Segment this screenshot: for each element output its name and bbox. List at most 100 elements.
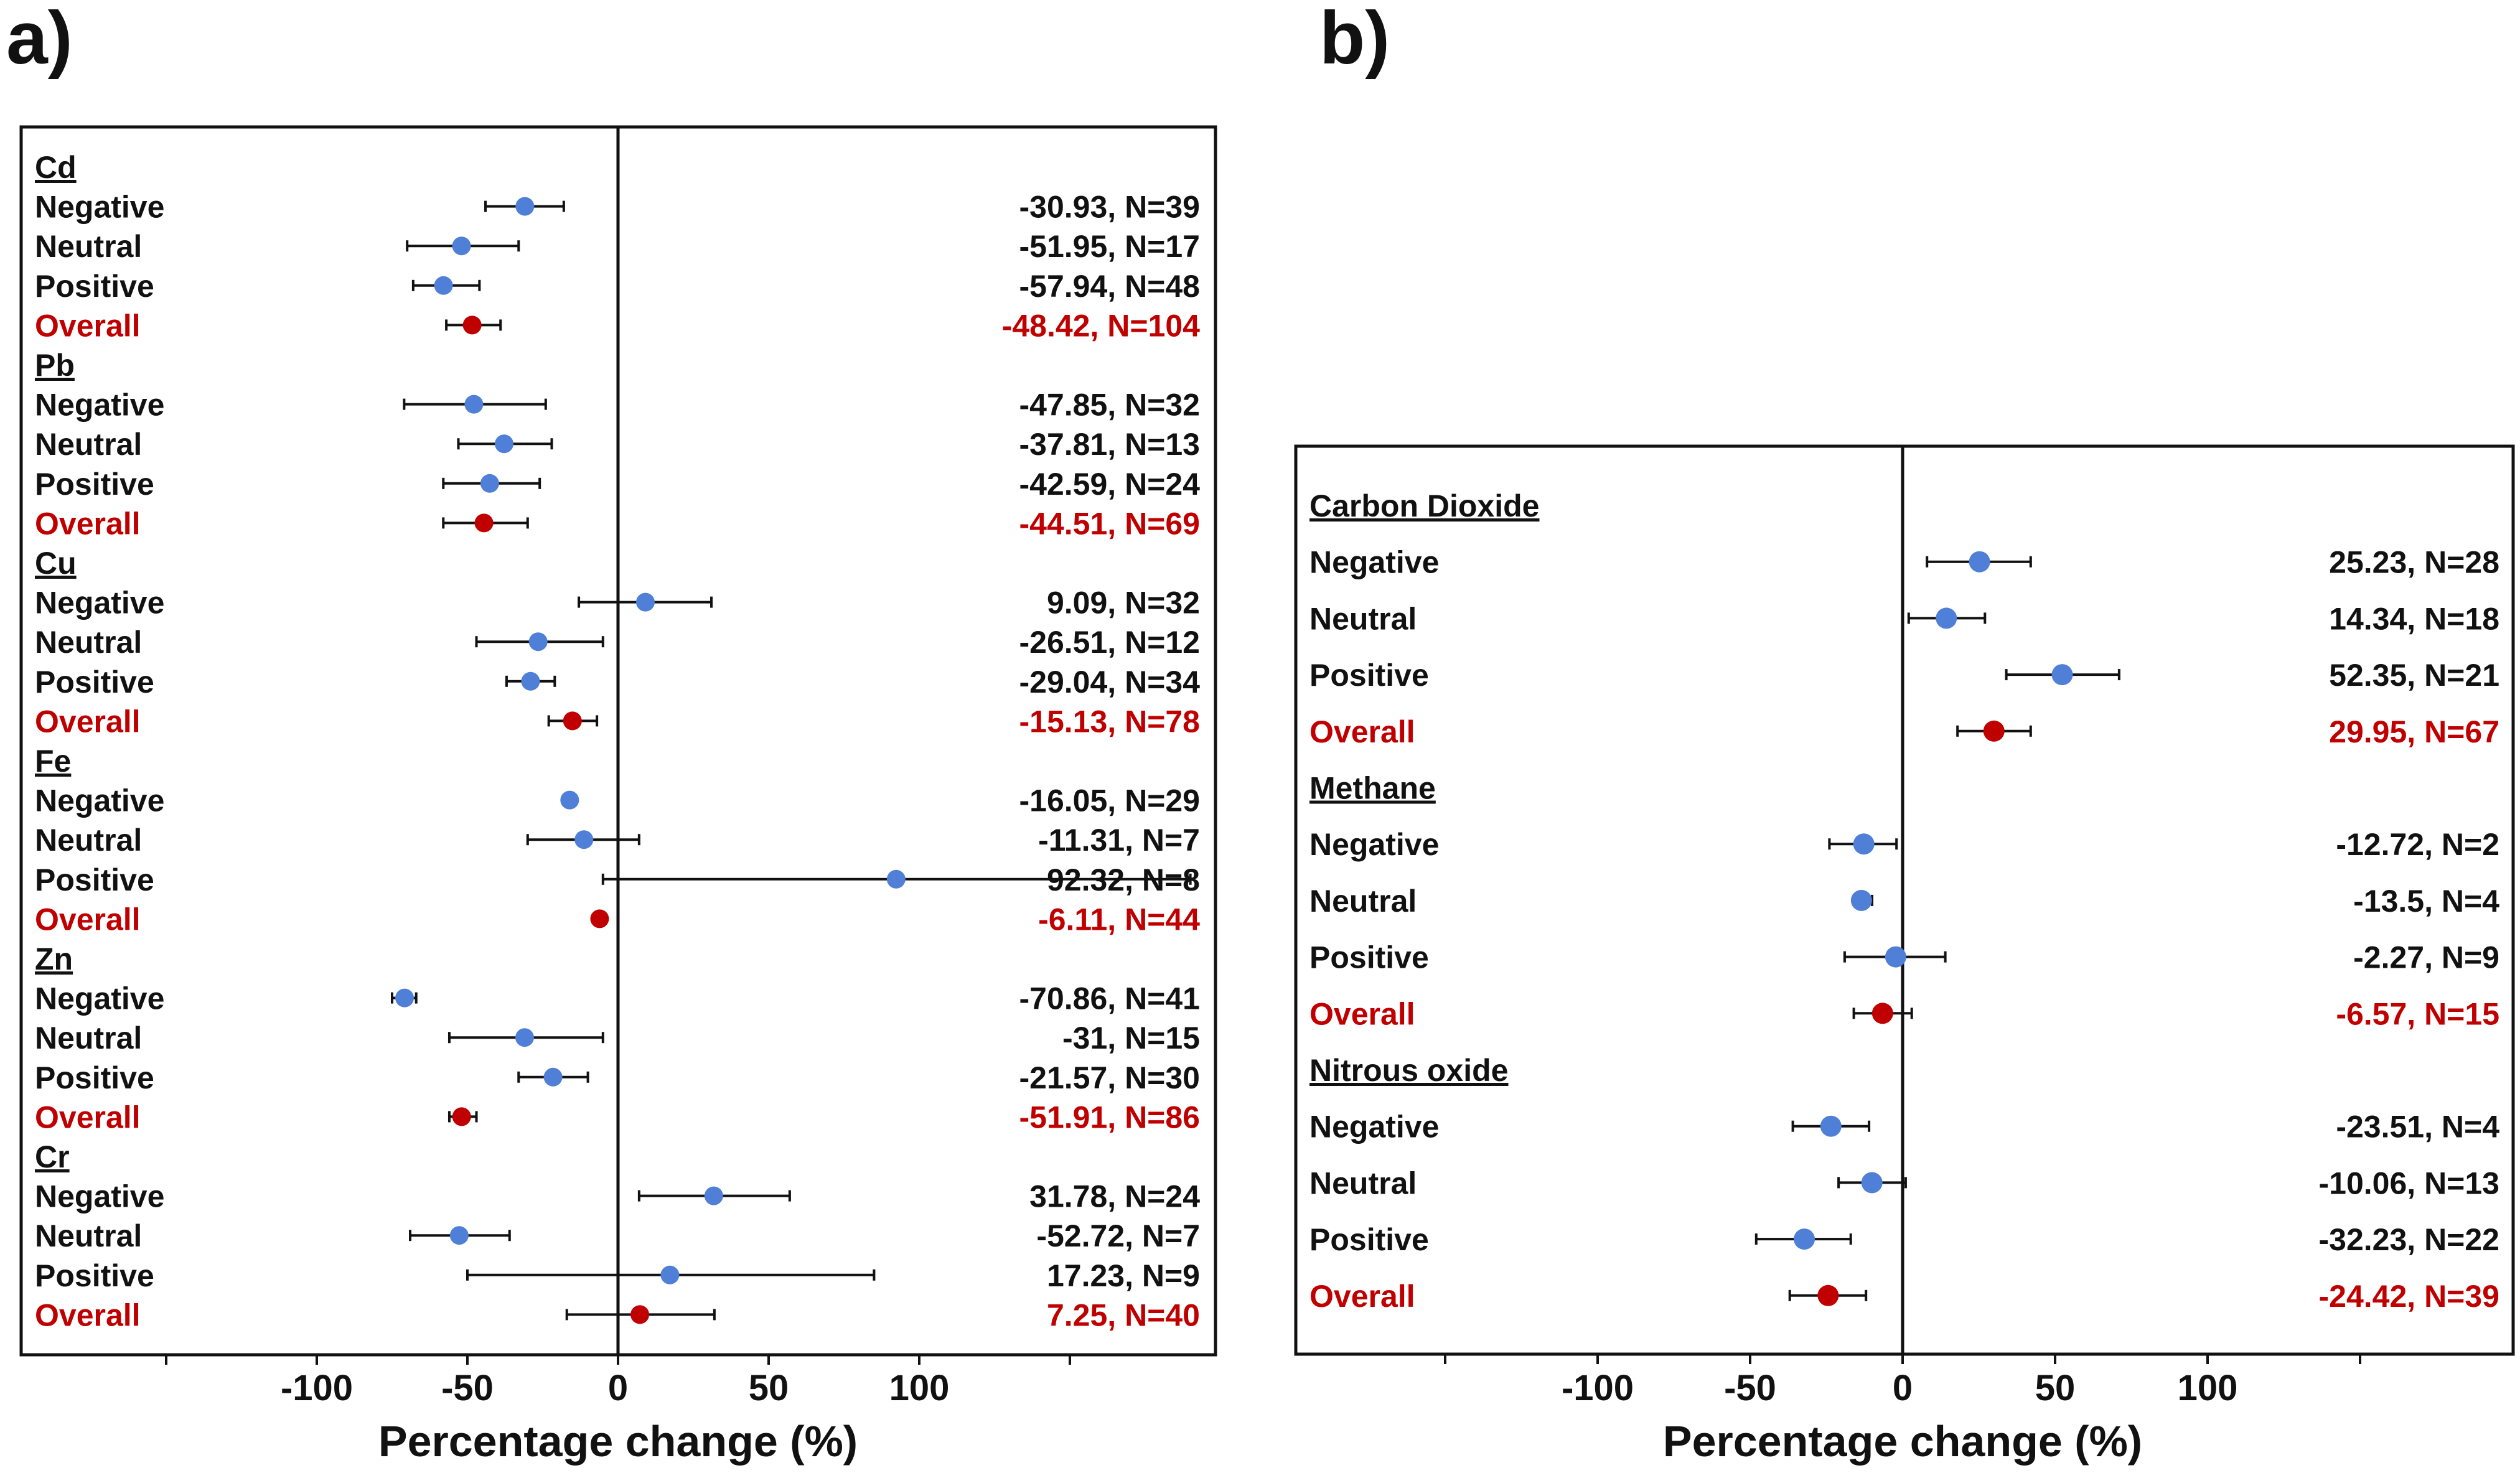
- subgroup-effect-point: [635, 592, 655, 612]
- effect-size-text: 31.78, N=24: [1029, 1179, 1200, 1214]
- subgroup-row-label: Negative: [1309, 545, 1439, 580]
- subgroup-row-label: Neutral: [35, 823, 142, 858]
- subgroup-effect-point: [1820, 1115, 1842, 1137]
- subgroup-effect-point: [1885, 946, 1906, 968]
- overall-effect-point: [1817, 1284, 1839, 1306]
- subgroup-effect-point: [1850, 889, 1872, 911]
- group-header: Cr: [35, 1139, 70, 1174]
- subgroup-effect-point: [521, 671, 540, 691]
- overall-effect-point: [1983, 720, 2005, 742]
- effect-size-text: 25.23, N=28: [2329, 545, 2499, 580]
- x-tick-label: 100: [2178, 1368, 2238, 1408]
- overall-row-label: Overall: [35, 704, 141, 739]
- subgroup-row-label: Positive: [1309, 658, 1429, 693]
- effect-size-text: -2.27, N=9: [2353, 940, 2499, 975]
- subgroup-effect-point: [528, 632, 548, 652]
- subgroup-effect-point: [515, 197, 535, 216]
- subgroup-row-label: Positive: [35, 665, 154, 699]
- effect-size-text: -52.72, N=7: [1036, 1218, 1200, 1253]
- effect-size-text: -51.91, N=86: [1019, 1100, 1200, 1134]
- overall-effect-point: [1871, 1003, 1893, 1024]
- x-tick-label: -100: [1562, 1368, 1634, 1408]
- effect-size-text: -10.06, N=13: [2319, 1166, 2499, 1200]
- effect-size-text: -51.95, N=17: [1019, 229, 1200, 264]
- effect-size-text: -42.59, N=24: [1019, 467, 1201, 502]
- subgroup-row-label: Neutral: [35, 625, 142, 660]
- subgroup-effect-point: [560, 790, 579, 810]
- subgroup-row-label: Positive: [35, 467, 154, 502]
- x-tick-label: 0: [608, 1368, 628, 1408]
- subgroup-effect-point: [543, 1067, 563, 1087]
- subgroup-row-label: Negative: [35, 586, 164, 620]
- subgroup-row-label: Positive: [35, 863, 154, 897]
- overall-row-label: Overall: [1309, 714, 1415, 749]
- subgroup-effect-point: [660, 1265, 680, 1284]
- group-header: Nitrous oxide: [1309, 1053, 1508, 1088]
- group-header: Cd: [35, 150, 77, 185]
- x-tick-label: 100: [889, 1368, 950, 1408]
- x-tick-label: -100: [281, 1368, 353, 1408]
- group-header: Fe: [35, 744, 71, 779]
- overall-effect-point: [630, 1305, 650, 1324]
- subgroup-row-label: Positive: [1309, 1222, 1429, 1257]
- effect-size-text: -29.04, N=34: [1019, 665, 1201, 699]
- subgroup-effect-point: [452, 236, 471, 256]
- subgroup-effect-point: [1794, 1228, 1815, 1250]
- effect-size-text: -11.31, N=7: [1038, 823, 1200, 858]
- effect-size-text: -57.94, N=48: [1019, 269, 1200, 304]
- group-header: Pb: [35, 348, 75, 383]
- x-tick-label: 0: [1893, 1368, 1913, 1408]
- subgroup-effect-point: [886, 869, 906, 889]
- effect-size-text: -70.86, N=41: [1019, 981, 1200, 1016]
- effect-size-text: -21.57, N=30: [1019, 1060, 1200, 1095]
- x-tick-label: -50: [1724, 1368, 1776, 1408]
- effect-size-text: -13.5, N=4: [2353, 884, 2499, 919]
- subgroup-row-label: Negative: [35, 981, 164, 1016]
- effect-size-text: -6.11, N=44: [1038, 902, 1200, 937]
- overall-effect-point: [563, 711, 582, 731]
- effect-size-text: -30.93, N=39: [1019, 190, 1200, 225]
- effect-size-text: 9.09, N=32: [1047, 586, 1200, 620]
- effect-size-text: 14.34, N=18: [2329, 601, 2499, 636]
- subgroup-effect-point: [574, 830, 594, 849]
- overall-effect-point: [474, 513, 494, 533]
- effect-size-text: 7.25, N=40: [1047, 1298, 1200, 1332]
- subgroup-effect-point: [515, 1028, 534, 1047]
- subgroup-row-label: Negative: [1309, 1110, 1439, 1144]
- subgroup-effect-point: [395, 988, 415, 1008]
- subgroup-row-label: Neutral: [35, 1218, 142, 1253]
- overall-row-label: Overall: [35, 1100, 141, 1134]
- x-tick-label: 50: [749, 1368, 789, 1408]
- effect-size-text: -44.51, N=69: [1019, 506, 1200, 541]
- subgroup-row-label: Positive: [35, 1060, 154, 1095]
- overall-effect-point: [590, 909, 609, 928]
- subgroup-effect-point: [704, 1186, 723, 1205]
- subgroup-effect-point: [494, 434, 513, 454]
- effect-size-text: -6.57, N=15: [2336, 996, 2499, 1031]
- panel-b-label: b): [1319, 0, 1390, 80]
- subgroup-row-label: Neutral: [35, 427, 142, 462]
- effect-size-text: -16.05, N=29: [1019, 783, 1200, 818]
- subgroup-row-label: Positive: [35, 269, 154, 304]
- subgroup-effect-point: [2051, 664, 2073, 686]
- panel-a-label: a): [6, 0, 73, 80]
- group-header: Methane: [1309, 771, 1436, 806]
- x-tick-label: -50: [441, 1368, 494, 1408]
- effect-size-text: -48.42, N=104: [1002, 308, 1200, 343]
- overall-effect-point: [452, 1107, 471, 1126]
- subgroup-row-label: Neutral: [1309, 601, 1417, 636]
- overall-row-label: Overall: [35, 902, 141, 937]
- subgroup-effect-point: [464, 395, 484, 414]
- effect-size-text: -15.13, N=78: [1019, 704, 1200, 739]
- effect-size-text: -31, N=15: [1062, 1021, 1200, 1055]
- subgroup-row-label: Neutral: [35, 1021, 142, 1055]
- group-header: Cu: [35, 546, 77, 581]
- subgroup-row-label: Neutral: [35, 229, 142, 264]
- effect-size-text: 52.35, N=21: [2329, 658, 2499, 693]
- group-header: Zn: [35, 942, 73, 976]
- subgroup-row-label: Neutral: [1309, 884, 1417, 919]
- subgroup-effect-point: [1853, 833, 1875, 855]
- effect-size-text: 17.23, N=9: [1047, 1258, 1200, 1293]
